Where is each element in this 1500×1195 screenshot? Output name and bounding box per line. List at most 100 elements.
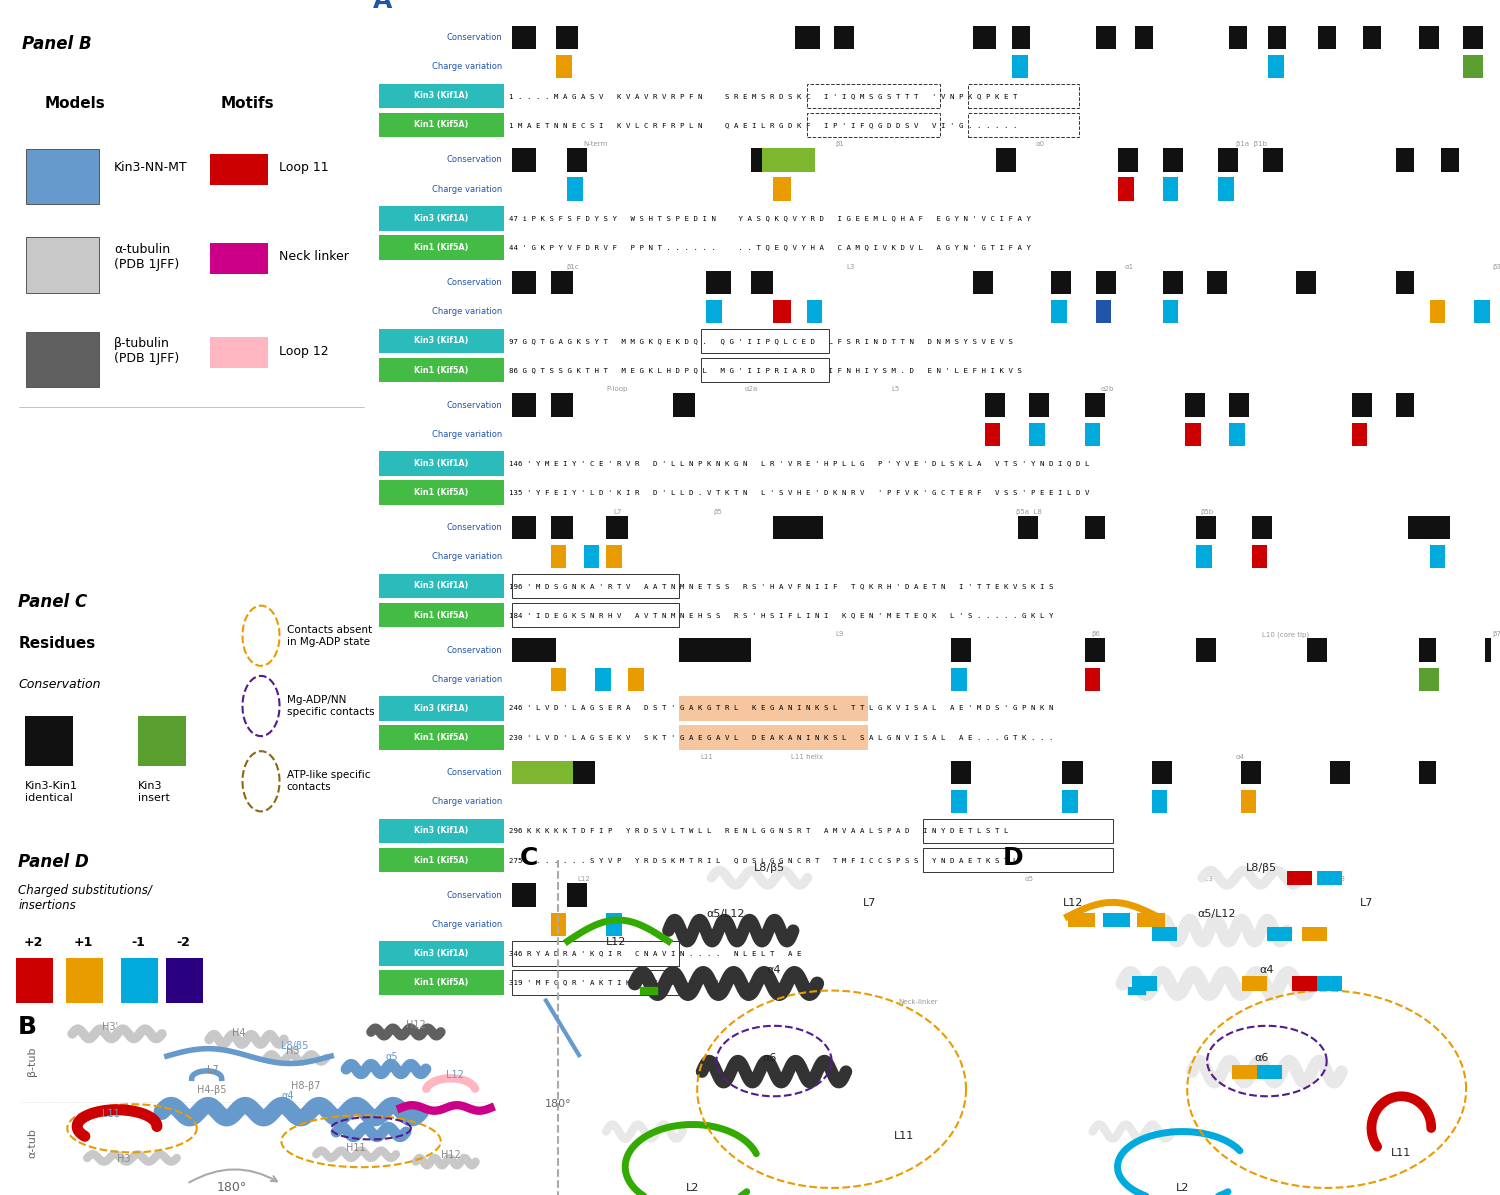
Text: L3: L3 xyxy=(847,264,855,270)
Text: Neck-linker: Neck-linker xyxy=(898,999,938,1005)
Text: Conservation: Conservation xyxy=(447,645,503,655)
Text: 275 . . . . . . . S Y V P   Y R D S K M T R I L   Q D S L G G N C R T   T M F I : 275 . . . . . . . S Y V P Y R D S K M T … xyxy=(510,857,1019,863)
Text: Kin3 (Kif1A): Kin3 (Kif1A) xyxy=(414,214,468,222)
Bar xyxy=(550,271,573,294)
Bar xyxy=(512,761,573,784)
Text: +1: +1 xyxy=(74,936,93,949)
Bar xyxy=(1185,393,1204,417)
Bar xyxy=(1068,913,1095,927)
Bar xyxy=(606,545,621,569)
Text: Charged substitutions/
insertions: Charged substitutions/ insertions xyxy=(18,884,153,912)
Bar xyxy=(1084,393,1106,417)
Bar xyxy=(1196,638,1216,662)
Bar xyxy=(678,725,867,749)
Bar xyxy=(596,668,610,691)
Text: Panel B: Panel B xyxy=(22,35,92,53)
Text: Charge variation: Charge variation xyxy=(432,920,502,929)
Bar xyxy=(380,480,504,504)
Bar xyxy=(210,337,268,368)
Bar xyxy=(1232,1065,1257,1079)
Text: D: D xyxy=(1004,846,1023,870)
Text: Kin1 (Kif5A): Kin1 (Kif5A) xyxy=(414,488,468,497)
Bar xyxy=(1497,516,1500,539)
Text: L2: L2 xyxy=(1176,1183,1190,1194)
Bar xyxy=(628,668,644,691)
Text: L11: L11 xyxy=(894,1130,914,1140)
Bar xyxy=(584,545,600,569)
Bar xyxy=(1208,271,1227,294)
Bar xyxy=(1442,148,1458,172)
Bar xyxy=(1013,26,1031,49)
Text: α4: α4 xyxy=(282,1091,294,1101)
Bar xyxy=(550,913,566,936)
Text: 146 ' Y M E I Y ' C E ' R V R   D ' L L N P K N K G N   L R ' V R E ' H P L L G : 146 ' Y M E I Y ' C E ' R V R D ' L L N … xyxy=(510,460,1090,466)
Bar xyxy=(550,668,566,691)
Bar xyxy=(1084,638,1106,662)
Text: α4: α4 xyxy=(766,964,782,975)
Bar xyxy=(1497,148,1500,172)
Text: H4: H4 xyxy=(231,1028,244,1037)
Bar xyxy=(951,761,970,784)
Text: α-tub: α-tub xyxy=(27,1128,38,1158)
Text: 246 ' L V D ' L A G S E R A   D S T ' G A K G T R L   K E G A N I N K S L   T T : 246 ' L V D ' L A G S E R A D S T ' G A … xyxy=(510,705,1054,711)
Bar xyxy=(512,602,678,627)
Bar xyxy=(974,271,993,294)
Text: Conservation: Conservation xyxy=(447,768,503,777)
Text: H12: H12 xyxy=(441,1150,460,1160)
Text: α5/L12: α5/L12 xyxy=(1198,908,1236,919)
Bar xyxy=(1185,423,1200,446)
Bar xyxy=(1462,55,1484,79)
Text: 346 R Y A D R A ' K Q I R   C N A V I N . . . .   N L E L T   A E: 346 R Y A D R A ' K Q I R C N A V I N . … xyxy=(510,950,802,956)
Bar xyxy=(1096,26,1116,49)
Bar xyxy=(1029,393,1048,417)
Text: 319 ' M F G Q R ' A K T I K   N T A S V N L E L T   A E: 319 ' M F G Q R ' A K T I K N T A S V N … xyxy=(510,980,758,986)
Text: 180°: 180° xyxy=(216,1182,246,1194)
Text: Charge variation: Charge variation xyxy=(432,307,502,317)
Text: α2a: α2a xyxy=(744,386,758,392)
Bar xyxy=(380,84,504,108)
Text: C: C xyxy=(519,846,538,870)
Text: L11 helix: L11 helix xyxy=(790,754,822,760)
Text: P-loop: P-loop xyxy=(606,386,628,392)
Bar xyxy=(380,697,504,721)
Bar xyxy=(1162,178,1178,201)
Bar xyxy=(1162,271,1182,294)
Text: L12: L12 xyxy=(578,876,591,882)
Text: Conservation: Conservation xyxy=(447,890,503,900)
Text: L7: L7 xyxy=(864,897,876,908)
Text: Kin3-Kin1
identical: Kin3-Kin1 identical xyxy=(26,782,78,803)
Text: ATP-like specific
contacts: ATP-like specific contacts xyxy=(286,771,370,792)
Bar xyxy=(26,332,99,387)
Text: L7: L7 xyxy=(207,1065,219,1074)
Text: A: A xyxy=(372,0,392,13)
Bar xyxy=(1230,393,1250,417)
Text: α6: α6 xyxy=(762,1053,777,1064)
Bar xyxy=(984,393,1005,417)
Text: Kin1 (Kif5A): Kin1 (Kif5A) xyxy=(414,856,468,865)
Bar xyxy=(752,148,804,172)
Text: Panel D: Panel D xyxy=(18,853,88,871)
Bar xyxy=(1474,300,1490,324)
Bar xyxy=(951,790,968,814)
Bar xyxy=(210,154,268,185)
Bar xyxy=(1052,271,1071,294)
Text: 184 ' I D E G K S N R H V   A V T N M N E H S S   R S ' H S I F L I N I   K Q E : 184 ' I D E G K S N R H V A V T N M N E … xyxy=(510,612,1054,618)
Text: β-tubulin
(PDB 1JFF): β-tubulin (PDB 1JFF) xyxy=(114,337,180,366)
Bar xyxy=(26,148,99,204)
Text: 230 ' L V D ' L A G S E K V   S K T ' G A E G A V L   D E A K A N I N K S L   S : 230 ' L V D ' L A G S E K V S K T ' G A … xyxy=(510,735,1054,741)
Text: β1a  β1b: β1a β1b xyxy=(1236,141,1268,147)
Text: Charge variation: Charge variation xyxy=(432,675,502,684)
Text: Kin1 (Kif5A): Kin1 (Kif5A) xyxy=(414,243,468,252)
Text: Conservation: Conservation xyxy=(18,679,101,692)
Text: β3: β3 xyxy=(1492,264,1500,270)
Bar xyxy=(512,516,536,539)
Bar xyxy=(974,26,996,49)
Bar xyxy=(951,668,968,691)
Bar xyxy=(1317,976,1341,991)
Text: α1: α1 xyxy=(1125,264,1134,270)
Bar xyxy=(1196,516,1216,539)
Bar xyxy=(138,716,186,766)
Bar xyxy=(807,300,822,324)
Text: L9: L9 xyxy=(836,631,844,637)
Text: L7: L7 xyxy=(614,509,621,515)
